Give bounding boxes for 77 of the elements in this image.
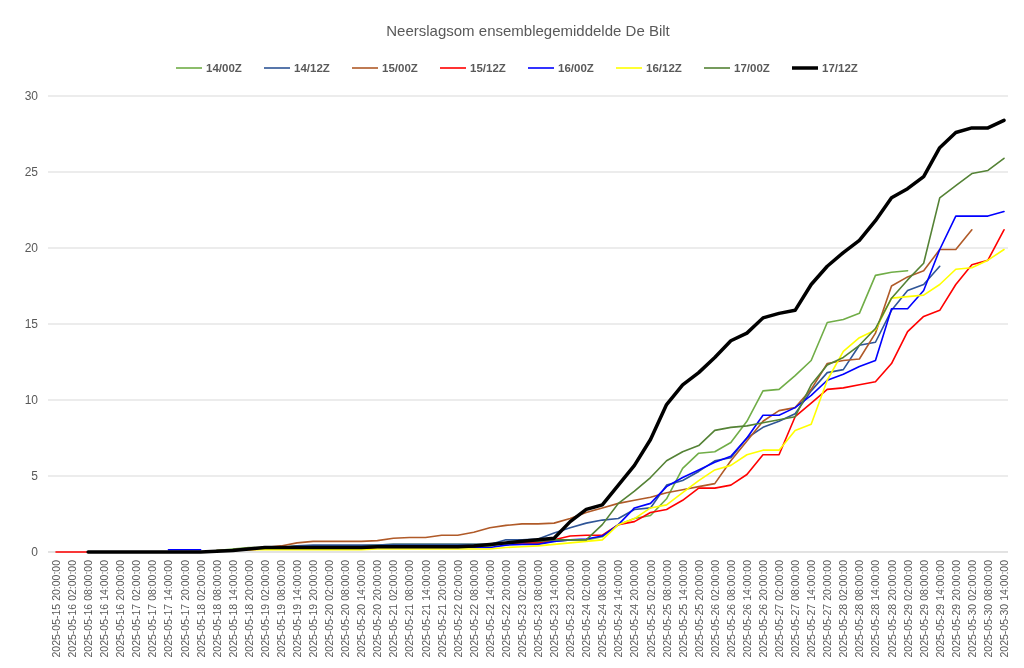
x-tick-label: 2025-05-21 08:00:00 [403, 559, 416, 658]
x-tick-label: 2025-05-20 20:00:00 [371, 559, 384, 658]
y-tick-label: 5 [31, 469, 39, 484]
x-tick-label: 2025-05-22 02:00:00 [451, 559, 464, 658]
x-tick-label: 2025-05-19 08:00:00 [274, 559, 287, 658]
x-tick-label: 2025-05-27 08:00:00 [789, 559, 802, 658]
x-tick-label: 2025-05-28 08:00:00 [853, 559, 866, 658]
line-series [86, 118, 1006, 554]
x-tick-label: 2025-05-25 08:00:00 [660, 559, 673, 658]
x-tick-label: 2025-05-28 02:00:00 [837, 559, 850, 658]
x-tick-label: 2025-05-17 08:00:00 [146, 559, 159, 658]
x-tick-label: 2025-05-18 20:00:00 [242, 559, 255, 658]
legend-label: 16/00Z [558, 62, 594, 75]
x-tick-label: 2025-05-16 20:00:00 [114, 559, 127, 658]
x-tick-label: 2025-05-17 20:00:00 [178, 559, 191, 658]
legend-label: 16/12Z [646, 62, 682, 75]
x-tick-label: 2025-05-21 20:00:00 [435, 559, 448, 658]
chart-title: Neerslagsom ensemblegemiddelde De Bilt [386, 22, 671, 39]
legend-label: 14/12Z [294, 62, 330, 75]
legend-label: 15/12Z [470, 62, 506, 75]
x-tick-label: 2025-05-19 02:00:00 [258, 559, 271, 658]
x-tick-label: 2025-05-16 08:00:00 [82, 559, 95, 658]
x-tick-label: 2025-05-24 02:00:00 [580, 559, 593, 658]
x-tick-label: 2025-05-22 14:00:00 [483, 559, 496, 658]
x-tick-label: 2025-05-24 20:00:00 [628, 559, 641, 658]
x-tick-label: 2025-05-30 02:00:00 [965, 559, 978, 658]
x-tick-label: 2025-05-20 14:00:00 [355, 559, 368, 658]
x-tick-label: 2025-05-24 08:00:00 [596, 559, 609, 658]
x-tick-label: 2025-05-29 02:00:00 [901, 559, 914, 658]
x-tick-label: 2025-05-25 02:00:00 [644, 559, 657, 658]
x-tick-label: 2025-05-15 20:00:00 [50, 559, 62, 658]
x-tick-label: 2025-05-18 08:00:00 [210, 559, 223, 658]
x-tick-label: 2025-05-16 14:00:00 [98, 559, 111, 658]
y-tick-label: 20 [24, 241, 39, 256]
x-tick-label: 2025-05-27 14:00:00 [805, 559, 818, 658]
y-tick-label: 10 [24, 393, 39, 408]
x-tick-label: 2025-05-30 08:00:00 [981, 559, 994, 658]
x-tick-label: 2025-05-23 14:00:00 [548, 559, 561, 658]
x-tick-label: 2025-05-29 20:00:00 [949, 559, 962, 658]
x-tick-label: 2025-05-22 08:00:00 [467, 559, 480, 658]
x-tick-label: 2025-05-26 14:00:00 [740, 559, 753, 658]
legend-label: 17/00Z [734, 62, 770, 75]
x-tick-label: 2025-05-21 14:00:00 [419, 559, 432, 658]
x-tick-label: 2025-05-24 14:00:00 [612, 559, 625, 658]
x-tick-label: 2025-05-27 02:00:00 [773, 559, 786, 658]
x-tick-label: 2025-05-26 08:00:00 [724, 559, 737, 658]
x-tick-label: 2025-05-21 02:00:00 [387, 559, 400, 658]
x-tick-label: 2025-05-19 20:00:00 [307, 559, 320, 658]
x-tick-label: 2025-05-28 14:00:00 [869, 559, 882, 658]
x-tick-label: 2025-05-27 20:00:00 [821, 559, 834, 658]
x-tick-label: 2025-05-18 14:00:00 [226, 559, 239, 658]
x-tick-label: 2025-05-30 14:00:00 [998, 559, 1010, 658]
x-tick-label: 2025-05-18 02:00:00 [194, 559, 207, 658]
x-tick-label: 2025-05-20 02:00:00 [323, 559, 336, 658]
y-tick-label: 0 [31, 545, 39, 560]
y-tick-label: 15 [24, 317, 39, 332]
x-tick-label: 2025-05-25 20:00:00 [692, 559, 705, 658]
x-tick-label: 2025-05-26 02:00:00 [708, 559, 721, 658]
legend-label: 15/00Z [382, 62, 418, 75]
x-tick-label: 2025-05-29 14:00:00 [933, 559, 946, 658]
legend-label: 14/00Z [206, 62, 242, 75]
x-tick-label: 2025-05-23 02:00:00 [515, 559, 528, 658]
x-tick-label: 2025-05-20 08:00:00 [339, 559, 352, 658]
x-tick-label: 2025-05-17 14:00:00 [162, 559, 175, 658]
x-tick-label: 2025-05-19 14:00:00 [291, 559, 304, 658]
x-tick-label: 2025-05-29 08:00:00 [917, 559, 930, 658]
x-tick-label: 2025-05-23 20:00:00 [564, 559, 577, 658]
x-tick-label: 2025-05-22 20:00:00 [499, 559, 512, 658]
x-tick-label: 2025-05-28 20:00:00 [885, 559, 898, 658]
x-tick-label: 2025-05-23 08:00:00 [532, 559, 545, 658]
y-tick-label: 25 [24, 165, 39, 180]
y-tick-label: 30 [24, 89, 39, 104]
x-tick-label: 2025-05-16 02:00:00 [66, 559, 79, 658]
legend-label: 17/12Z [822, 62, 858, 75]
x-tick-label: 2025-05-26 20:00:00 [756, 559, 769, 658]
x-tick-label: 2025-05-17 02:00:00 [130, 559, 143, 658]
x-tick-label: 2025-05-25 14:00:00 [676, 559, 689, 658]
